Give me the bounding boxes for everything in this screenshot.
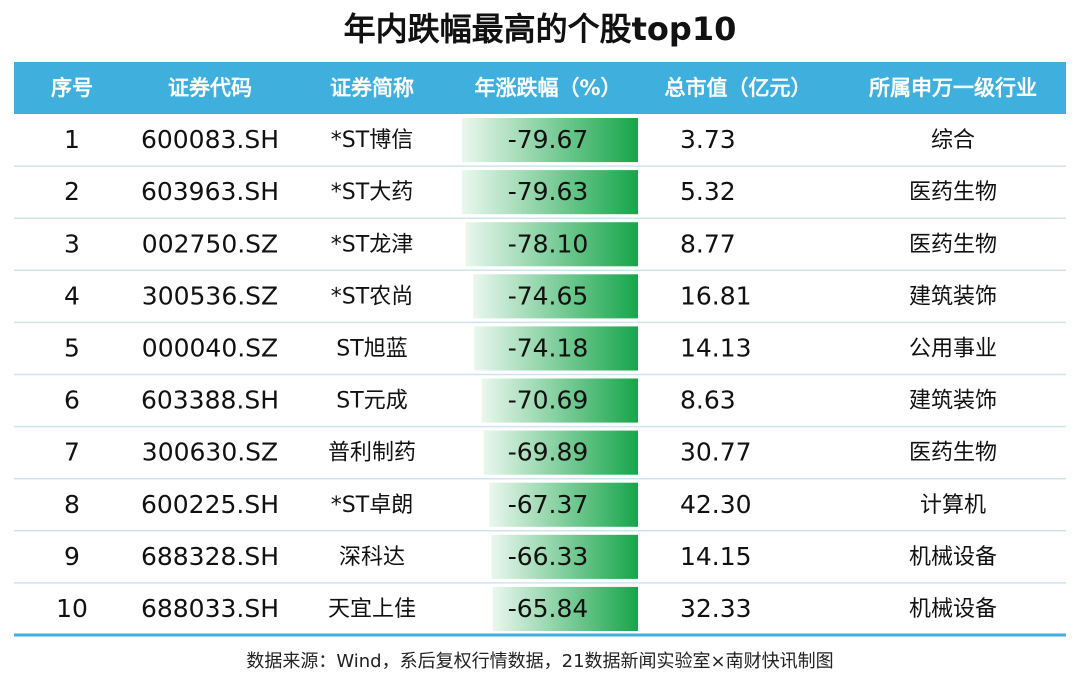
cell: 机械设备 (909, 545, 997, 570)
cell: *ST博信 (331, 128, 413, 153)
cell: 16.81 (680, 281, 752, 310)
cell: 深科达 (339, 545, 405, 570)
cell: 42.30 (680, 490, 752, 519)
cell: 7 (64, 438, 80, 467)
cell: -74.18 (508, 333, 589, 362)
cell: 8.63 (680, 386, 736, 415)
cell: 3.73 (680, 125, 736, 154)
cell: 1 (64, 125, 80, 154)
cell: 机械设备 (909, 597, 997, 622)
cell: 14.13 (680, 333, 752, 362)
cell: 天宜上佳 (328, 597, 416, 622)
cell: 14.15 (680, 542, 752, 571)
cell: 002750.SZ (142, 229, 278, 258)
cell: 5 (64, 333, 80, 362)
cell: -79.63 (508, 177, 589, 206)
header-cell: 年涨跌幅（%） (474, 76, 621, 100)
data-bar (473, 274, 638, 319)
cell: *ST龙津 (331, 232, 413, 257)
data-bar (474, 326, 638, 371)
cell: 3 (64, 229, 80, 258)
cell: 建筑装饰 (909, 284, 997, 309)
cell: 医药生物 (909, 441, 997, 466)
header-cell: 所属申万一级行业 (869, 76, 1037, 100)
cell: 32.33 (680, 594, 752, 623)
data-bar (492, 586, 638, 631)
cell: 医药生物 (909, 180, 997, 205)
cell: 600083.SH (141, 125, 279, 154)
cell: 6 (64, 386, 80, 415)
header-cell: 证券简称 (330, 76, 414, 100)
cell: 计算机 (920, 493, 986, 518)
data-bar (491, 534, 638, 579)
cell: -66.33 (508, 542, 589, 571)
cell: 000040.SZ (142, 333, 278, 362)
cell: 10 (56, 594, 88, 623)
footer: 数据来源：Wind，系后复权行情数据，21数据新闻实验室×南财快讯制图 (246, 651, 833, 672)
cell: *ST卓朗 (331, 493, 413, 518)
cell: 9 (64, 542, 80, 571)
cell: *ST农尚 (331, 284, 413, 309)
cell: -67.37 (508, 490, 589, 519)
cell: 建筑装饰 (909, 389, 997, 414)
cell: -74.65 (508, 281, 589, 310)
data-bar (462, 170, 638, 215)
header-cell: 序号 (51, 76, 93, 100)
header-cell: 证券代码 (168, 76, 252, 100)
cell: ST元成 (336, 389, 407, 414)
cell: -69.89 (508, 438, 589, 467)
cell: 300536.SZ (142, 281, 278, 310)
cell: 603963.SH (141, 177, 279, 206)
cell: -70.69 (508, 386, 589, 415)
cell: 603388.SH (141, 386, 279, 415)
cell: -79.67 (508, 125, 589, 154)
cell: ST旭蓝 (336, 336, 407, 361)
cell: 300630.SZ (142, 438, 278, 467)
cell: 30.77 (680, 438, 752, 467)
data-bar (465, 222, 638, 267)
cell: 8 (64, 490, 80, 519)
header-row (14, 62, 1066, 114)
data-bar (483, 430, 638, 475)
data-bar (462, 118, 638, 163)
cell: 8.77 (680, 229, 736, 258)
cell: 普利制药 (328, 441, 416, 466)
data-bar (481, 378, 638, 423)
cell: 医药生物 (909, 232, 997, 257)
cell: 综合 (931, 128, 975, 153)
cell: -65.84 (508, 594, 589, 623)
cell: -78.10 (508, 229, 589, 258)
cell: 688328.SH (141, 542, 279, 571)
cell: 4 (64, 281, 80, 310)
data-bar (489, 482, 638, 527)
header-cell: 总市值（亿元） (665, 76, 812, 100)
cell: 688033.SH (141, 594, 279, 623)
cell: 2 (64, 177, 80, 206)
cell: 5.32 (680, 177, 736, 206)
cell: *ST大药 (331, 180, 413, 205)
cell: 公用事业 (909, 336, 997, 361)
cell: 600225.SH (141, 490, 279, 519)
title: 年内跌幅最高的个股top10 (344, 10, 737, 48)
